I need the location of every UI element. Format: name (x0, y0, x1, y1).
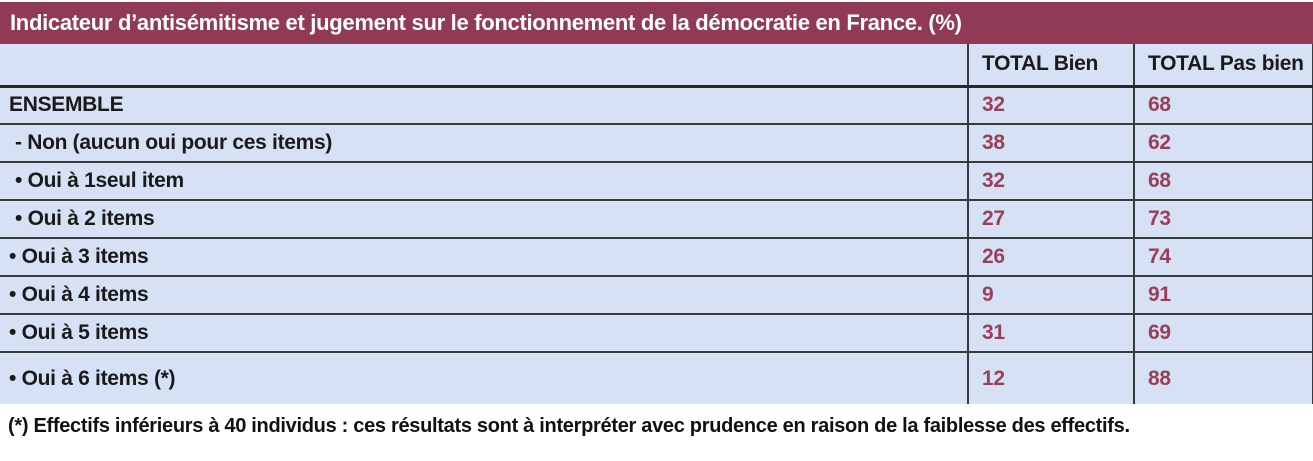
row-label: • Oui à 1seul item (0, 161, 968, 200)
header-empty-cell (0, 44, 968, 88)
results-table: TOTAL Bien TOTAL Pas bien ENSEMBLE 32 68… (0, 44, 1313, 404)
table-row-oui-1-item: • Oui à 1seul item 32 68 (0, 161, 1313, 200)
row-value-bien: 12 (967, 351, 1134, 404)
header-row: TOTAL Bien TOTAL Pas bien (0, 44, 1313, 88)
row-label: • Oui à 6 items (*) (0, 351, 968, 404)
row-value-bien: 32 (967, 161, 1134, 200)
table-row-oui-4-items: • Oui à 4 items 9 91 (0, 275, 1313, 314)
header-total-pas-bien: TOTAL Pas bien (1133, 44, 1313, 88)
footnote-text: (*) Effectifs inférieurs à 40 individus … (8, 415, 1130, 437)
row-value-bien: 26 (967, 237, 1134, 276)
row-value-bien: 38 (967, 123, 1134, 162)
row-value-pas-bien: 68 (1133, 86, 1313, 124)
header-total-bien: TOTAL Bien (967, 44, 1134, 88)
table-row-oui-2-items: • Oui à 2 items 27 73 (0, 199, 1313, 238)
row-label: • Oui à 2 items (0, 199, 968, 238)
row-value-pas-bien: 69 (1133, 313, 1313, 352)
row-value-bien: 31 (967, 313, 1134, 352)
row-value-pas-bien: 62 (1133, 123, 1313, 162)
row-label: - Non (aucun oui pour ces items) (0, 123, 968, 162)
row-label: ENSEMBLE (0, 86, 968, 124)
row-value-pas-bien: 91 (1133, 275, 1313, 314)
table-row-oui-6-items: • Oui à 6 items (*) 12 88 (0, 351, 1313, 404)
row-label: • Oui à 5 items (0, 313, 968, 352)
row-value-pas-bien: 88 (1133, 351, 1313, 404)
row-label: • Oui à 3 items (0, 237, 968, 276)
table-row-oui-5-items: • Oui à 5 items 31 69 (0, 313, 1313, 352)
table-row-non: - Non (aucun oui pour ces items) 38 62 (0, 123, 1313, 162)
row-value-pas-bien: 68 (1133, 161, 1313, 200)
row-value-pas-bien: 74 (1133, 237, 1313, 276)
row-value-bien: 9 (967, 275, 1134, 314)
table-row-ensemble: ENSEMBLE 32 68 (0, 86, 1313, 124)
row-value-bien: 27 (967, 199, 1134, 238)
table-row-oui-3-items: • Oui à 3 items 26 74 (0, 237, 1313, 276)
row-value-pas-bien: 73 (1133, 199, 1313, 238)
table-title-bar: Indicateur d’antisémitisme et jugement s… (0, 2, 1313, 44)
row-value-bien: 32 (967, 86, 1134, 124)
row-label: • Oui à 4 items (0, 275, 968, 314)
